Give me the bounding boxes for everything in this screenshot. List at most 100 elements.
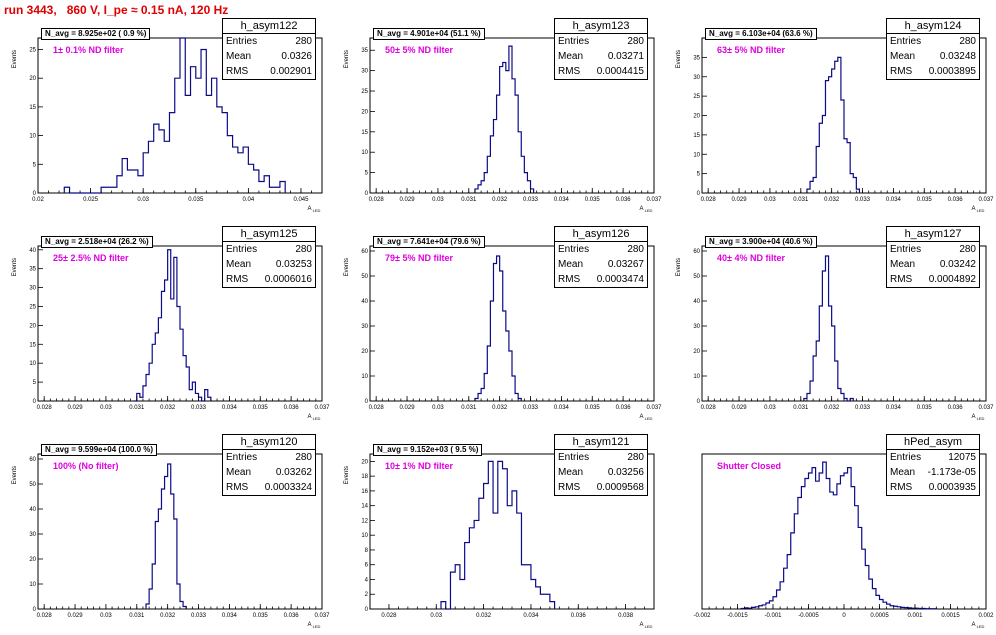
stats-row-rms: RMS 0.0003895: [887, 64, 979, 79]
x-tick-label: -0.0015: [727, 613, 748, 619]
histogram-series: [440, 460, 556, 610]
stats-mean-label: Mean: [558, 259, 584, 270]
stats-mean-value: 0.03253: [275, 259, 312, 270]
stats-entries-label: Entries: [890, 36, 922, 47]
y-tick-label: 50: [361, 274, 368, 280]
x-tick-label: 0.034: [554, 405, 570, 411]
stats-entries-label: Entries: [558, 36, 590, 47]
stats-box: h_asym127 Entries 280 Mean 0.03242 RMS 0.00048…: [886, 226, 980, 288]
y-tick-label: 16: [361, 489, 368, 495]
y-tick-label: 10: [29, 361, 36, 367]
y-tick-label: 10: [29, 582, 36, 588]
stats-row-rms: RMS 0.0004892: [887, 272, 979, 287]
y-tick-label: 60: [361, 249, 368, 255]
y-tick-label: 2: [365, 592, 369, 598]
x-axis-label: A LED: [640, 622, 653, 629]
x-tick-label: 0.031: [129, 613, 145, 619]
y-tick-label: 0: [33, 607, 37, 613]
x-tick-label: 0.035: [253, 613, 269, 619]
y-tick-label: 10: [361, 150, 368, 156]
stats-rms-label: RMS: [558, 66, 581, 77]
stats-entries-label: Entries: [558, 452, 590, 463]
stats-entries-label: Entries: [226, 452, 258, 463]
y-tick-label: 30: [29, 286, 36, 292]
y-tick-label: 15: [361, 130, 368, 136]
stats-row-mean: Mean 0.03253: [223, 257, 315, 272]
filter-label: 25± 2.5% ND filter: [53, 253, 129, 263]
stats-row-rms: RMS 0.002901: [223, 64, 315, 79]
stats-row-entries: Entries 280: [555, 242, 647, 257]
y-tick-label: 30: [29, 532, 36, 538]
stats-rms-label: RMS: [226, 274, 249, 285]
stats-mean-value: 0.03242: [939, 259, 976, 270]
y-tick-label: 0: [365, 191, 369, 197]
y-axis-label: Events: [12, 258, 18, 276]
stats-entries-label: Entries: [890, 452, 922, 463]
filter-label: Shutter Closed: [717, 461, 782, 471]
histogram-pad-h_asym127: 0.028 0.029 0.03 0.031 0.032 0.033 0.034 0.035 0…: [664, 222, 994, 427]
n-avg-label: N_avg = 3.900e+04 (40.6 %): [705, 236, 817, 248]
y-tick-label: 30: [361, 324, 368, 330]
stats-row-entries: Entries 280: [887, 34, 979, 49]
stats-box: h_asym126 Entries 280 Mean 0.03267 RMS 0.00034…: [554, 226, 648, 288]
y-tick-label: 40: [29, 507, 36, 513]
n-avg-label: N_avg = 2.518e+04 (26.2 %): [41, 236, 153, 248]
stats-mean-value: 0.03267: [607, 259, 644, 270]
y-axis-label: Events: [344, 258, 350, 276]
stats-row-entries: Entries 280: [555, 34, 647, 49]
stats-mean-value: 0.03256: [607, 467, 644, 478]
histogram-pad-h_asym126: 0.028 0.029 0.03 0.031 0.032 0.033 0.034 0.035 0…: [332, 222, 662, 427]
stats-title: hPed_asym: [887, 435, 979, 450]
x-tick-label: 0.028: [701, 405, 717, 411]
y-axis-label: Events: [12, 466, 18, 484]
histogram-plot: 0.028 0.029 0.03 0.031 0.032 0.033 0.034 0.035 0…: [676, 245, 994, 421]
stats-rms-value: 0.0003324: [264, 482, 312, 493]
x-tick-label: -0.001: [764, 613, 782, 619]
n-avg-label: N_avg = 7.641e+04 (79.6 %): [373, 236, 485, 248]
stats-mean-label: Mean: [890, 467, 916, 478]
stats-row-entries: Entries 280: [887, 242, 979, 257]
histogram-pad-h_asym120: 0.028 0.029 0.03 0.031 0.032 0.033 0.034 0.035 0…: [0, 430, 330, 635]
x-tick-label: 0.033: [191, 405, 207, 411]
x-tick-label: 0.036: [284, 405, 300, 411]
x-tick-label: -0.002: [693, 613, 711, 619]
y-axis-label: Events: [344, 50, 350, 68]
x-axis-label: A LED: [972, 622, 985, 629]
x-tick-label: 0.037: [646, 197, 662, 203]
stats-row-entries: Entries 280: [555, 450, 647, 465]
x-tick-label: 0.04: [243, 197, 255, 203]
y-tick-label: 0: [697, 399, 701, 405]
stats-title: h_asym126: [555, 227, 647, 242]
x-tick-label: 0.03: [432, 197, 444, 203]
n-avg-label: N_avg = 9.152e+03 ( 9.5 %): [373, 444, 483, 456]
y-tick-label: 40: [693, 299, 700, 305]
y-tick-label: 40: [361, 299, 368, 305]
stats-entries-label: Entries: [890, 244, 922, 255]
stats-mean-label: Mean: [558, 467, 584, 478]
histogram-pad-h_asym123: 0.028 0.029 0.03 0.031 0.032 0.033 0.034 0.035 0…: [332, 14, 662, 219]
x-tick-label: 0.028: [369, 405, 385, 411]
y-tick-label: 20: [361, 349, 368, 355]
stats-rms-label: RMS: [890, 482, 913, 493]
filter-label: 79± 5% ND filter: [385, 253, 453, 263]
x-tick-label: 0.034: [886, 405, 902, 411]
y-tick-label: 30: [361, 69, 368, 75]
stats-row-rms: RMS 0.0003324: [223, 480, 315, 495]
stats-rms-value: 0.002901: [270, 66, 312, 77]
x-tick-label: 0.029: [400, 405, 416, 411]
x-tick-label: 0.032: [492, 197, 508, 203]
x-tick-label: 0.028: [369, 197, 385, 203]
stats-entries-label: Entries: [226, 36, 258, 47]
x-tick-label: 0.03: [100, 405, 112, 411]
filter-label: 100% (No filter): [53, 461, 119, 471]
filter-label: 1± 0.1% ND filter: [53, 45, 124, 55]
histogram-pad-h_asym121: 0.028 0.03 0.032 0.034 0.036 0.038 0 2 4 6 8 10 12 14…: [332, 430, 662, 635]
stats-row-rms: RMS 0.0003935: [887, 480, 979, 495]
stats-rms-label: RMS: [226, 66, 249, 77]
stats-rms-value: 0.0004892: [928, 274, 976, 285]
stats-row-rms: RMS 0.0006016: [223, 272, 315, 287]
x-tick-label: 0.036: [284, 613, 300, 619]
stats-row-mean: Mean 0.03267: [555, 257, 647, 272]
y-axis-label: Events: [676, 50, 682, 68]
y-tick-label: 14: [361, 504, 368, 510]
